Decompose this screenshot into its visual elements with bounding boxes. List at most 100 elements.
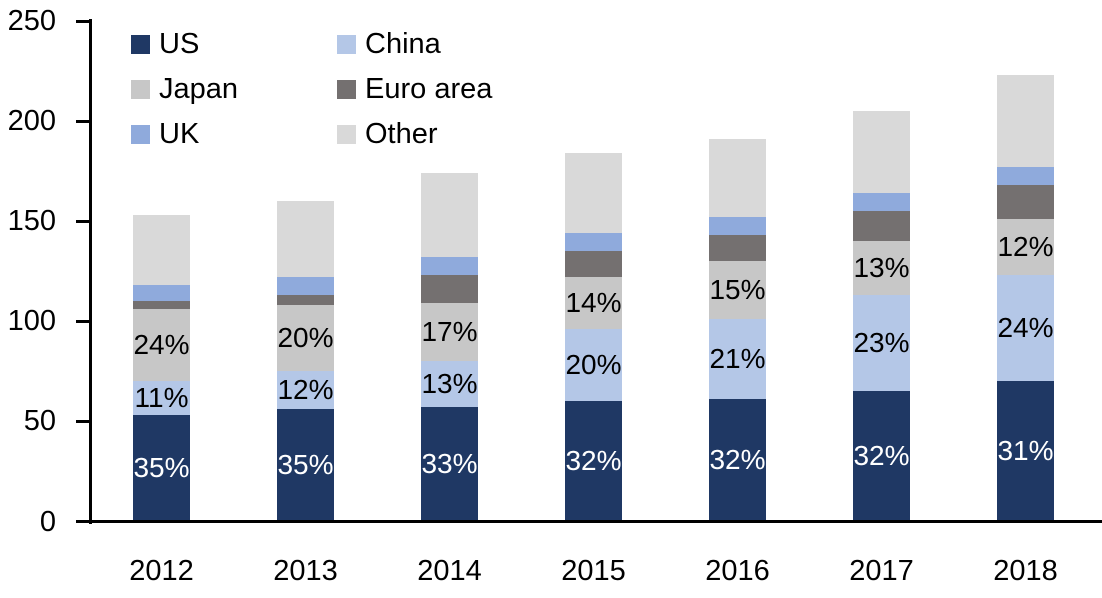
legend-item-china: China xyxy=(337,27,441,60)
x-tick-label: 2014 xyxy=(417,555,482,587)
y-tick-label: 100 xyxy=(7,305,56,338)
bar-segment-japan: 12% xyxy=(997,219,1054,276)
bar-segment-uk xyxy=(997,167,1054,186)
bar-segment-japan: 17% xyxy=(421,303,478,362)
legend-item-japan: Japan xyxy=(131,72,239,105)
y-tick-label: 250 xyxy=(7,5,56,37)
x-tick-label: 2015 xyxy=(561,555,626,587)
bar-segment-other xyxy=(421,173,478,258)
bar-segment-us: 33% xyxy=(421,407,478,522)
bar-segment-label: 32% xyxy=(853,440,910,472)
bar-segment-other xyxy=(565,153,622,234)
y-tick-mark xyxy=(75,119,89,123)
legend-label: Japan xyxy=(159,72,239,105)
bar-segment-label: 13% xyxy=(853,252,910,284)
legend-swatch-uk xyxy=(131,124,150,144)
legend-item-us: US xyxy=(131,27,200,60)
bar-segment-us: 32% xyxy=(565,401,622,522)
bar-segment-label: 32% xyxy=(709,444,766,476)
bar-segment-label: 32% xyxy=(565,445,622,477)
legend-swatch-other xyxy=(337,124,356,144)
bar-segment-japan: 13% xyxy=(853,241,910,296)
bar-segment-euro-area xyxy=(709,235,766,262)
y-tick-mark xyxy=(75,319,89,323)
y-tick-label: 50 xyxy=(23,405,56,438)
x-tick-label: 2016 xyxy=(705,555,770,587)
bar-segment-japan: 24% xyxy=(133,309,190,382)
bar-segment-uk xyxy=(709,217,766,236)
bar-segment-label: 11% xyxy=(134,382,189,414)
bar-segment-other xyxy=(133,215,190,286)
bar-segment-china: 23% xyxy=(853,295,910,392)
bar-segment-japan: 14% xyxy=(565,277,622,330)
bar-segment-uk xyxy=(565,233,622,252)
bar-segment-label: 35% xyxy=(277,449,334,481)
bar-segment-china: 24% xyxy=(997,275,1054,382)
bar-segment-label: 12% xyxy=(277,374,334,406)
bar-segment-euro-area xyxy=(421,275,478,304)
bar-segment-label: 13% xyxy=(421,368,478,400)
bar-segment-label: 23% xyxy=(853,327,910,359)
bar-segment-uk xyxy=(277,277,334,296)
bar-segment-other xyxy=(277,201,334,278)
bar-segment-other xyxy=(997,75,1054,168)
bar-segment-label: 35% xyxy=(133,452,190,484)
x-tick-label: 2018 xyxy=(993,555,1058,587)
x-tick-label: 2012 xyxy=(129,555,194,587)
bar-segment-us: 32% xyxy=(853,391,910,522)
legend-swatch-us xyxy=(131,34,150,54)
y-tick-mark xyxy=(75,19,89,23)
bar-segment-label: 33% xyxy=(421,448,478,480)
legend-item-euro-area: Euro area xyxy=(337,72,493,105)
y-tick-label: 150 xyxy=(7,205,56,238)
legend-label: Euro area xyxy=(365,72,493,105)
bar-segment-other xyxy=(853,111,910,194)
y-tick-mark xyxy=(75,219,89,223)
bar-segment-japan: 20% xyxy=(277,305,334,372)
bar-segment-us: 31% xyxy=(997,381,1054,522)
bar-segment-euro-area xyxy=(565,251,622,278)
bar-segment-us: 35% xyxy=(133,415,190,522)
bar-segment-label: 15% xyxy=(709,274,766,306)
bar-segment-euro-area xyxy=(997,185,1054,220)
bar-segment-label: 20% xyxy=(565,349,622,381)
legend-label: China xyxy=(365,27,441,60)
bar-segment-us: 32% xyxy=(709,399,766,522)
bar-segment-euro-area xyxy=(133,301,190,310)
legend-swatch-china xyxy=(337,34,356,54)
x-tick-label: 2013 xyxy=(273,555,338,587)
bar-segment-label: 17% xyxy=(421,316,478,348)
bar-segment-uk xyxy=(421,257,478,276)
bar-segment-label: 14% xyxy=(565,287,622,319)
x-axis-line xyxy=(75,520,1102,523)
bar-segment-uk xyxy=(133,285,190,302)
legend-label: Other xyxy=(365,117,438,150)
bar-segment-china: 13% xyxy=(421,361,478,408)
bar-segment-china: 20% xyxy=(565,329,622,402)
bar-segment-japan: 15% xyxy=(709,261,766,320)
x-tick-label: 2017 xyxy=(849,555,914,587)
bar-segment-euro-area xyxy=(853,211,910,242)
bar-segment-label: 24% xyxy=(133,329,190,361)
bar-segment-china: 21% xyxy=(709,319,766,400)
bar-segment-china: 12% xyxy=(277,371,334,410)
legend-item-uk: UK xyxy=(131,117,200,150)
legend-label: UK xyxy=(159,117,200,150)
y-tick-mark xyxy=(75,419,89,423)
legend-swatch-japan xyxy=(131,79,150,99)
bar-segment-label: 24% xyxy=(997,312,1054,344)
bar-segment-label: 20% xyxy=(277,322,334,354)
bar-segment-label: 31% xyxy=(997,435,1054,467)
y-tick-label: 200 xyxy=(7,105,56,138)
bar-segment-uk xyxy=(853,193,910,212)
y-axis-line xyxy=(88,19,92,524)
legend-swatch-euro-area xyxy=(337,79,356,99)
bar-segment-euro-area xyxy=(277,295,334,306)
legend-label: US xyxy=(159,27,200,60)
bar-segment-china: 11% xyxy=(133,381,190,416)
bar-segment-us: 35% xyxy=(277,409,334,522)
bar-segment-other xyxy=(709,139,766,218)
y-tick-label: 0 xyxy=(39,505,56,538)
